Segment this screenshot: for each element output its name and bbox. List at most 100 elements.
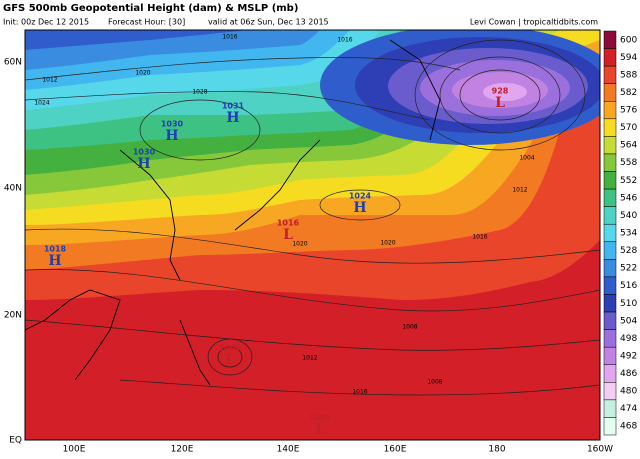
isobar-label: 1016 — [472, 234, 487, 241]
isobar-label: 1028 — [192, 89, 207, 96]
colorbar-label: 546 — [620, 193, 637, 203]
colorbar-swatch — [603, 206, 617, 225]
colorbar-label: 504 — [620, 316, 637, 326]
colorbar-swatch — [603, 223, 617, 243]
colorbar-swatch — [603, 65, 617, 84]
colorbar-swatch — [603, 259, 617, 278]
low-value: 1016 — [277, 219, 300, 228]
high-symbol: H — [353, 200, 366, 216]
isobar-label: 1016 — [222, 34, 237, 41]
colorbar-swatch — [603, 399, 617, 418]
map-frame — [24, 29, 601, 441]
colorbar-label: 588 — [620, 70, 637, 80]
colorbar-label: 528 — [620, 246, 637, 256]
colorbar-swatch — [603, 101, 617, 120]
latitude-label: 20N — [4, 311, 22, 321]
low-symbol: L — [225, 352, 235, 368]
latitude-labels: 60N 40N 20N EQ — [4, 58, 22, 446]
colorbar-swatch — [603, 153, 617, 172]
colorbar-swatch — [603, 83, 617, 102]
colorbar-label: 492 — [620, 351, 637, 361]
isobar-label: 1008 — [427, 379, 442, 386]
colorbar-label: 522 — [620, 264, 637, 274]
high-value: 1030 — [133, 148, 156, 157]
colorbar-label: 486 — [620, 369, 637, 379]
colorbar-swatch — [603, 48, 617, 67]
colorbar-swatch — [603, 241, 617, 260]
colorbar-swatch — [603, 311, 617, 330]
pressure-centers: 1031H1030H1030H1018H1024H928L1005L1016L1… — [44, 87, 509, 439]
longitude-label: 180 — [488, 445, 505, 455]
low-symbol: L — [283, 227, 293, 243]
colorbar-label: 594 — [620, 53, 637, 63]
isobar-label: 1024 — [34, 100, 49, 107]
isobar-label: 1012 — [512, 187, 527, 194]
colorbar-label: 480 — [620, 387, 637, 397]
isobar-label: 1012 — [302, 355, 317, 362]
credit: Levi Cowan | tropicaltidbits.com — [470, 18, 598, 27]
colorbar-label: 600 — [620, 35, 637, 45]
colorbar-swatch — [603, 118, 617, 137]
high-symbol: H — [165, 128, 178, 144]
low-symbol: L — [495, 95, 505, 111]
high-value: 1030 — [161, 120, 184, 129]
colorbar-label: 576 — [620, 106, 637, 116]
isobar-label: 1020 — [292, 241, 307, 248]
high-symbol: H — [226, 110, 239, 126]
latitude-label: EQ — [9, 436, 22, 446]
colorbar-swatch — [603, 30, 617, 49]
colorbar-swatch — [603, 346, 617, 365]
longitude-labels: 100E 120E 140E 160E 180 160W — [63, 445, 614, 455]
colorbar-swatch — [603, 188, 617, 207]
longitude-label: 160E — [384, 445, 407, 455]
low-value: 1008 — [219, 344, 242, 353]
colorbar-swatch — [603, 364, 617, 383]
longitude-label: 120E — [171, 445, 194, 455]
isobar-label: 1012 — [42, 77, 57, 84]
high-symbol: H — [137, 156, 150, 172]
init-time: Init: 00z Dec 12 2015 — [3, 18, 89, 27]
map-fill — [25, 30, 600, 440]
colorbar-label: 564 — [620, 141, 637, 151]
isobar-label: 1008 — [402, 324, 417, 331]
colorbar-swatch — [603, 329, 617, 348]
valid-time: valid at 06z Sun, Dec 13 2015 — [208, 18, 329, 27]
colorbar-swatch — [603, 382, 617, 401]
colorbar-label: 582 — [620, 88, 637, 98]
colorbar-label: 570 — [620, 123, 637, 133]
colorbar-label: 474 — [620, 404, 637, 414]
latitude-label: 60N — [4, 58, 22, 68]
isobar-label: 1016 — [352, 389, 367, 396]
colorbar-label: 468 — [620, 422, 637, 432]
colorbar-label: 540 — [620, 211, 637, 221]
colorbar-label: 516 — [620, 281, 637, 291]
high-value: 1031 — [222, 102, 245, 111]
title: GFS 500mb Geopotential Height (dam) & MS… — [3, 3, 298, 14]
isobar-labels: 1016 1020 1024 1028 1012 1016 1020 1012 1016 1008… — [34, 34, 534, 396]
isobar-label: 1004 — [519, 155, 534, 162]
forecast-hour: Forecast Hour: [30] — [108, 18, 185, 27]
colorbar-label: 498 — [620, 334, 637, 344]
high-symbol: H — [48, 253, 61, 269]
colorbar-label: 534 — [620, 229, 637, 239]
longitude-label: 100E — [63, 445, 86, 455]
high-value: 1024 — [349, 192, 372, 201]
latitude-label: 40N — [4, 184, 22, 194]
colorbar: 600 594 588 582 576 570 564 558 552 546 540 534 528 5… — [603, 30, 637, 436]
colorbar-swatch — [603, 171, 617, 190]
low-symbol: L — [315, 422, 325, 438]
isobar-label: 1016 — [337, 37, 352, 44]
colorbar-swatch — [603, 294, 617, 313]
colorbar-swatch — [603, 417, 617, 436]
longitude-label: 140E — [277, 445, 300, 455]
low-value: 1005 — [309, 414, 332, 423]
colorbar-label: 510 — [620, 299, 637, 309]
colorbar-label: 558 — [620, 158, 637, 168]
high-value: 1018 — [44, 245, 67, 254]
isobar-label: 1020 — [380, 240, 395, 247]
colorbar-label: 552 — [620, 176, 637, 186]
isobar-label: 1020 — [135, 70, 150, 77]
colorbar-swatch — [603, 136, 617, 155]
